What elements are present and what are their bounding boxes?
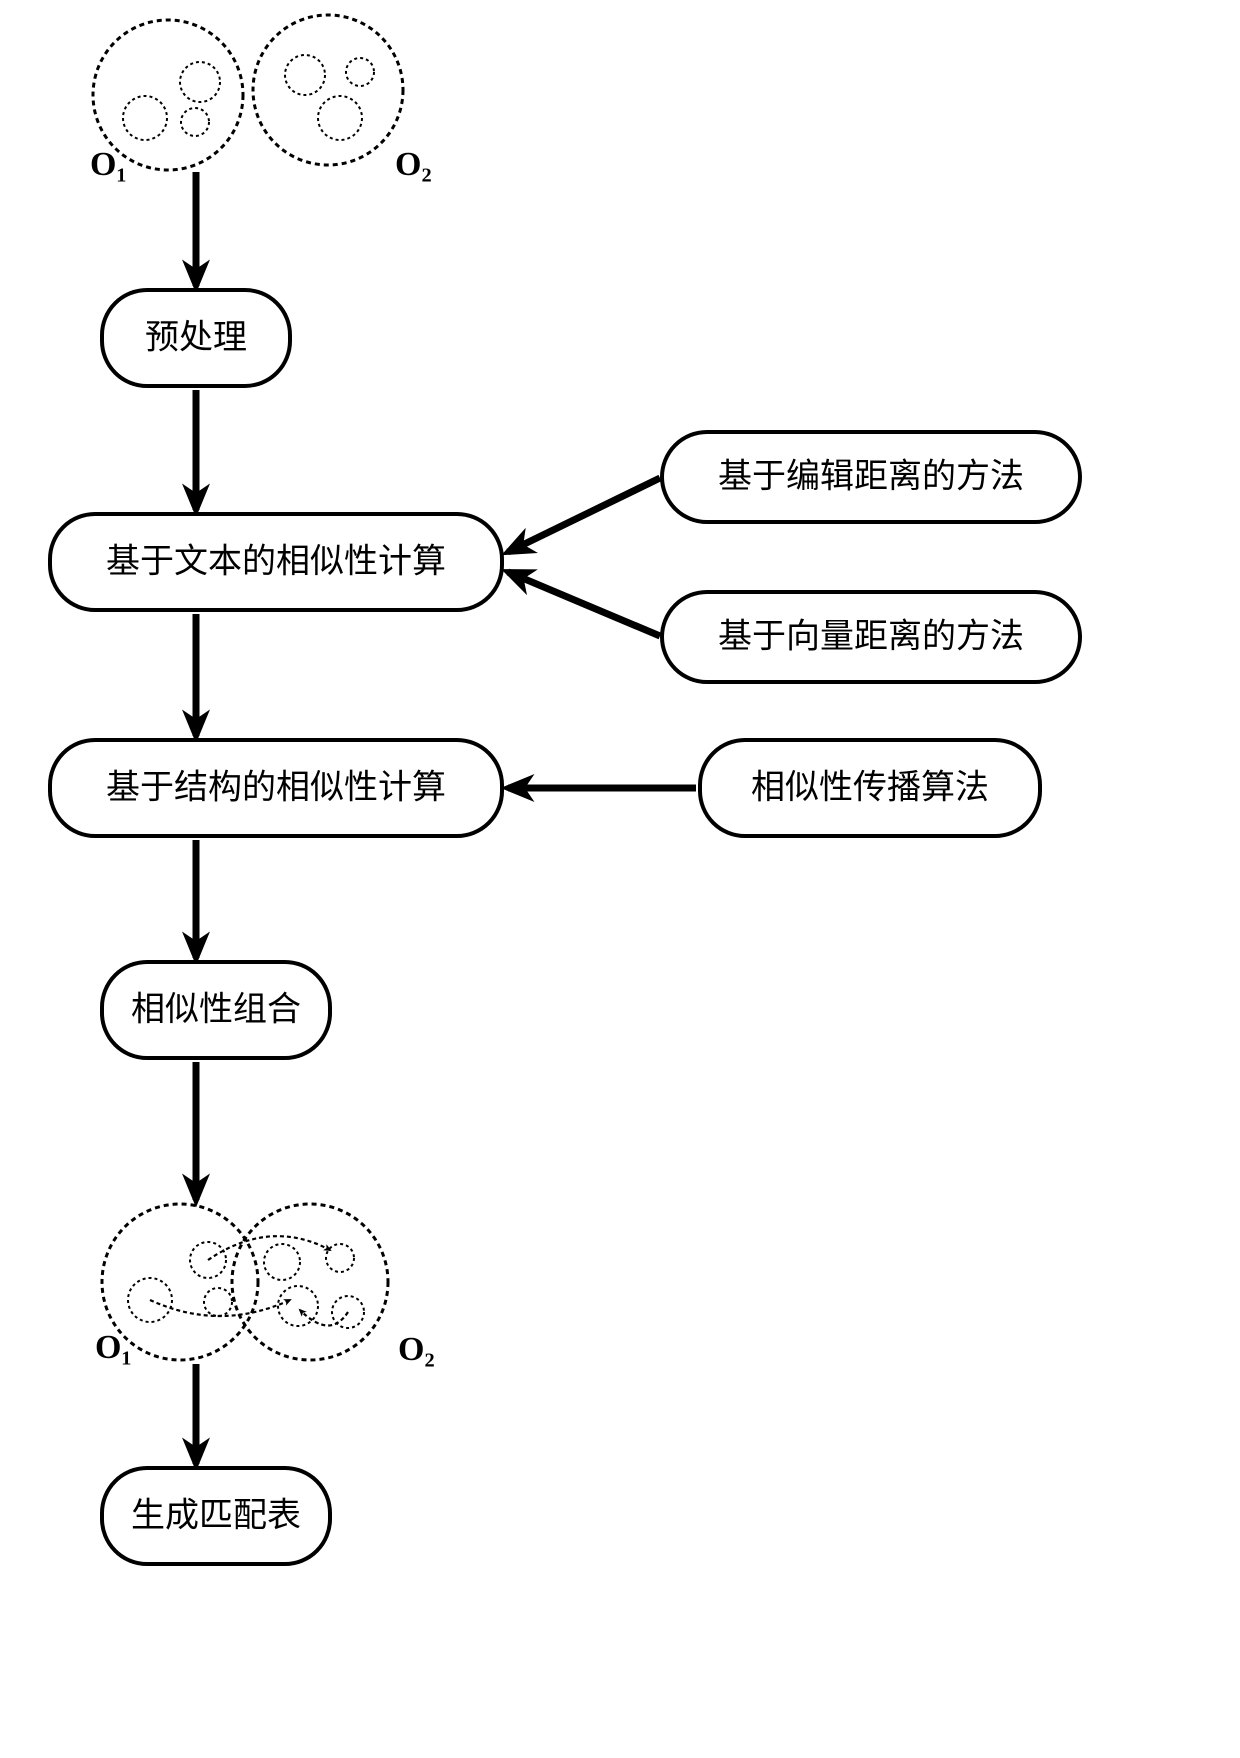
node-label: 基于向量距离的方法 xyxy=(718,618,1024,656)
node-label: 基于编辑距离的方法 xyxy=(718,458,1024,496)
venn-label-o1: O₁ xyxy=(90,146,127,183)
node-label: 基于结构的相似性计算 xyxy=(106,769,446,807)
flow-arrow xyxy=(508,478,660,552)
nodes-group: 预处理基于文本的相似性计算 基于编辑距离的方法基于向量距离的方法基于结构的相似性计… xyxy=(50,290,1080,1564)
node-gen-table: 生成匹配表 xyxy=(102,1468,330,1564)
node-preprocess: 预处理 xyxy=(102,290,290,386)
venn-inner-circle xyxy=(264,1244,300,1280)
venn-bottom-group: O₁ O₂ xyxy=(95,1204,435,1368)
venn-inner-circle xyxy=(285,55,325,95)
venn-bottom-label-o1: O₁ xyxy=(95,1329,132,1366)
node-label: 相似性传播算法 xyxy=(751,769,989,807)
venn-bottom-label-o2: O₂ xyxy=(398,1331,435,1368)
node-struct-sim: 基于结构的相似性计算 xyxy=(50,740,502,836)
venn-inner-circle xyxy=(204,1288,232,1316)
node-label: 生成匹配表 xyxy=(131,1497,301,1535)
flowchart-canvas: O₁ O₂ 预处理基于文本的相似性计算 基于编辑距离的方法基于向量距离的方法基于结构… xyxy=(0,0,1240,1758)
node-label: 基于文本的相似性计算 xyxy=(106,543,446,581)
node-label: 预处理 xyxy=(145,320,247,357)
venn-inner-circle xyxy=(318,96,362,140)
node-vec-dist: 基于向量距离的方法 xyxy=(662,592,1080,682)
node-label: 相似性组合 xyxy=(131,991,301,1029)
node-sim-prop: 相似性传播算法 xyxy=(700,740,1040,836)
venn-bottom-o2 xyxy=(232,1204,388,1360)
venn-label-o2: O₂ xyxy=(395,146,432,183)
flow-arrow xyxy=(508,572,660,636)
venn-top-group: O₁ O₂ xyxy=(90,15,432,183)
node-edit-dist: 基于编辑距离的方法 xyxy=(662,432,1080,522)
venn-inner-circle xyxy=(326,1244,354,1272)
match-arrow xyxy=(300,1310,348,1326)
venn-inner-circle xyxy=(123,96,167,140)
node-text-sim: 基于文本的相似性计算 xyxy=(50,514,502,610)
venn-o2 xyxy=(253,15,403,165)
node-sim-comb: 相似性组合 xyxy=(102,962,330,1058)
venn-inner-circle xyxy=(180,62,220,102)
venn-inner-circle xyxy=(181,108,209,136)
venn-inner-circle xyxy=(346,58,374,86)
